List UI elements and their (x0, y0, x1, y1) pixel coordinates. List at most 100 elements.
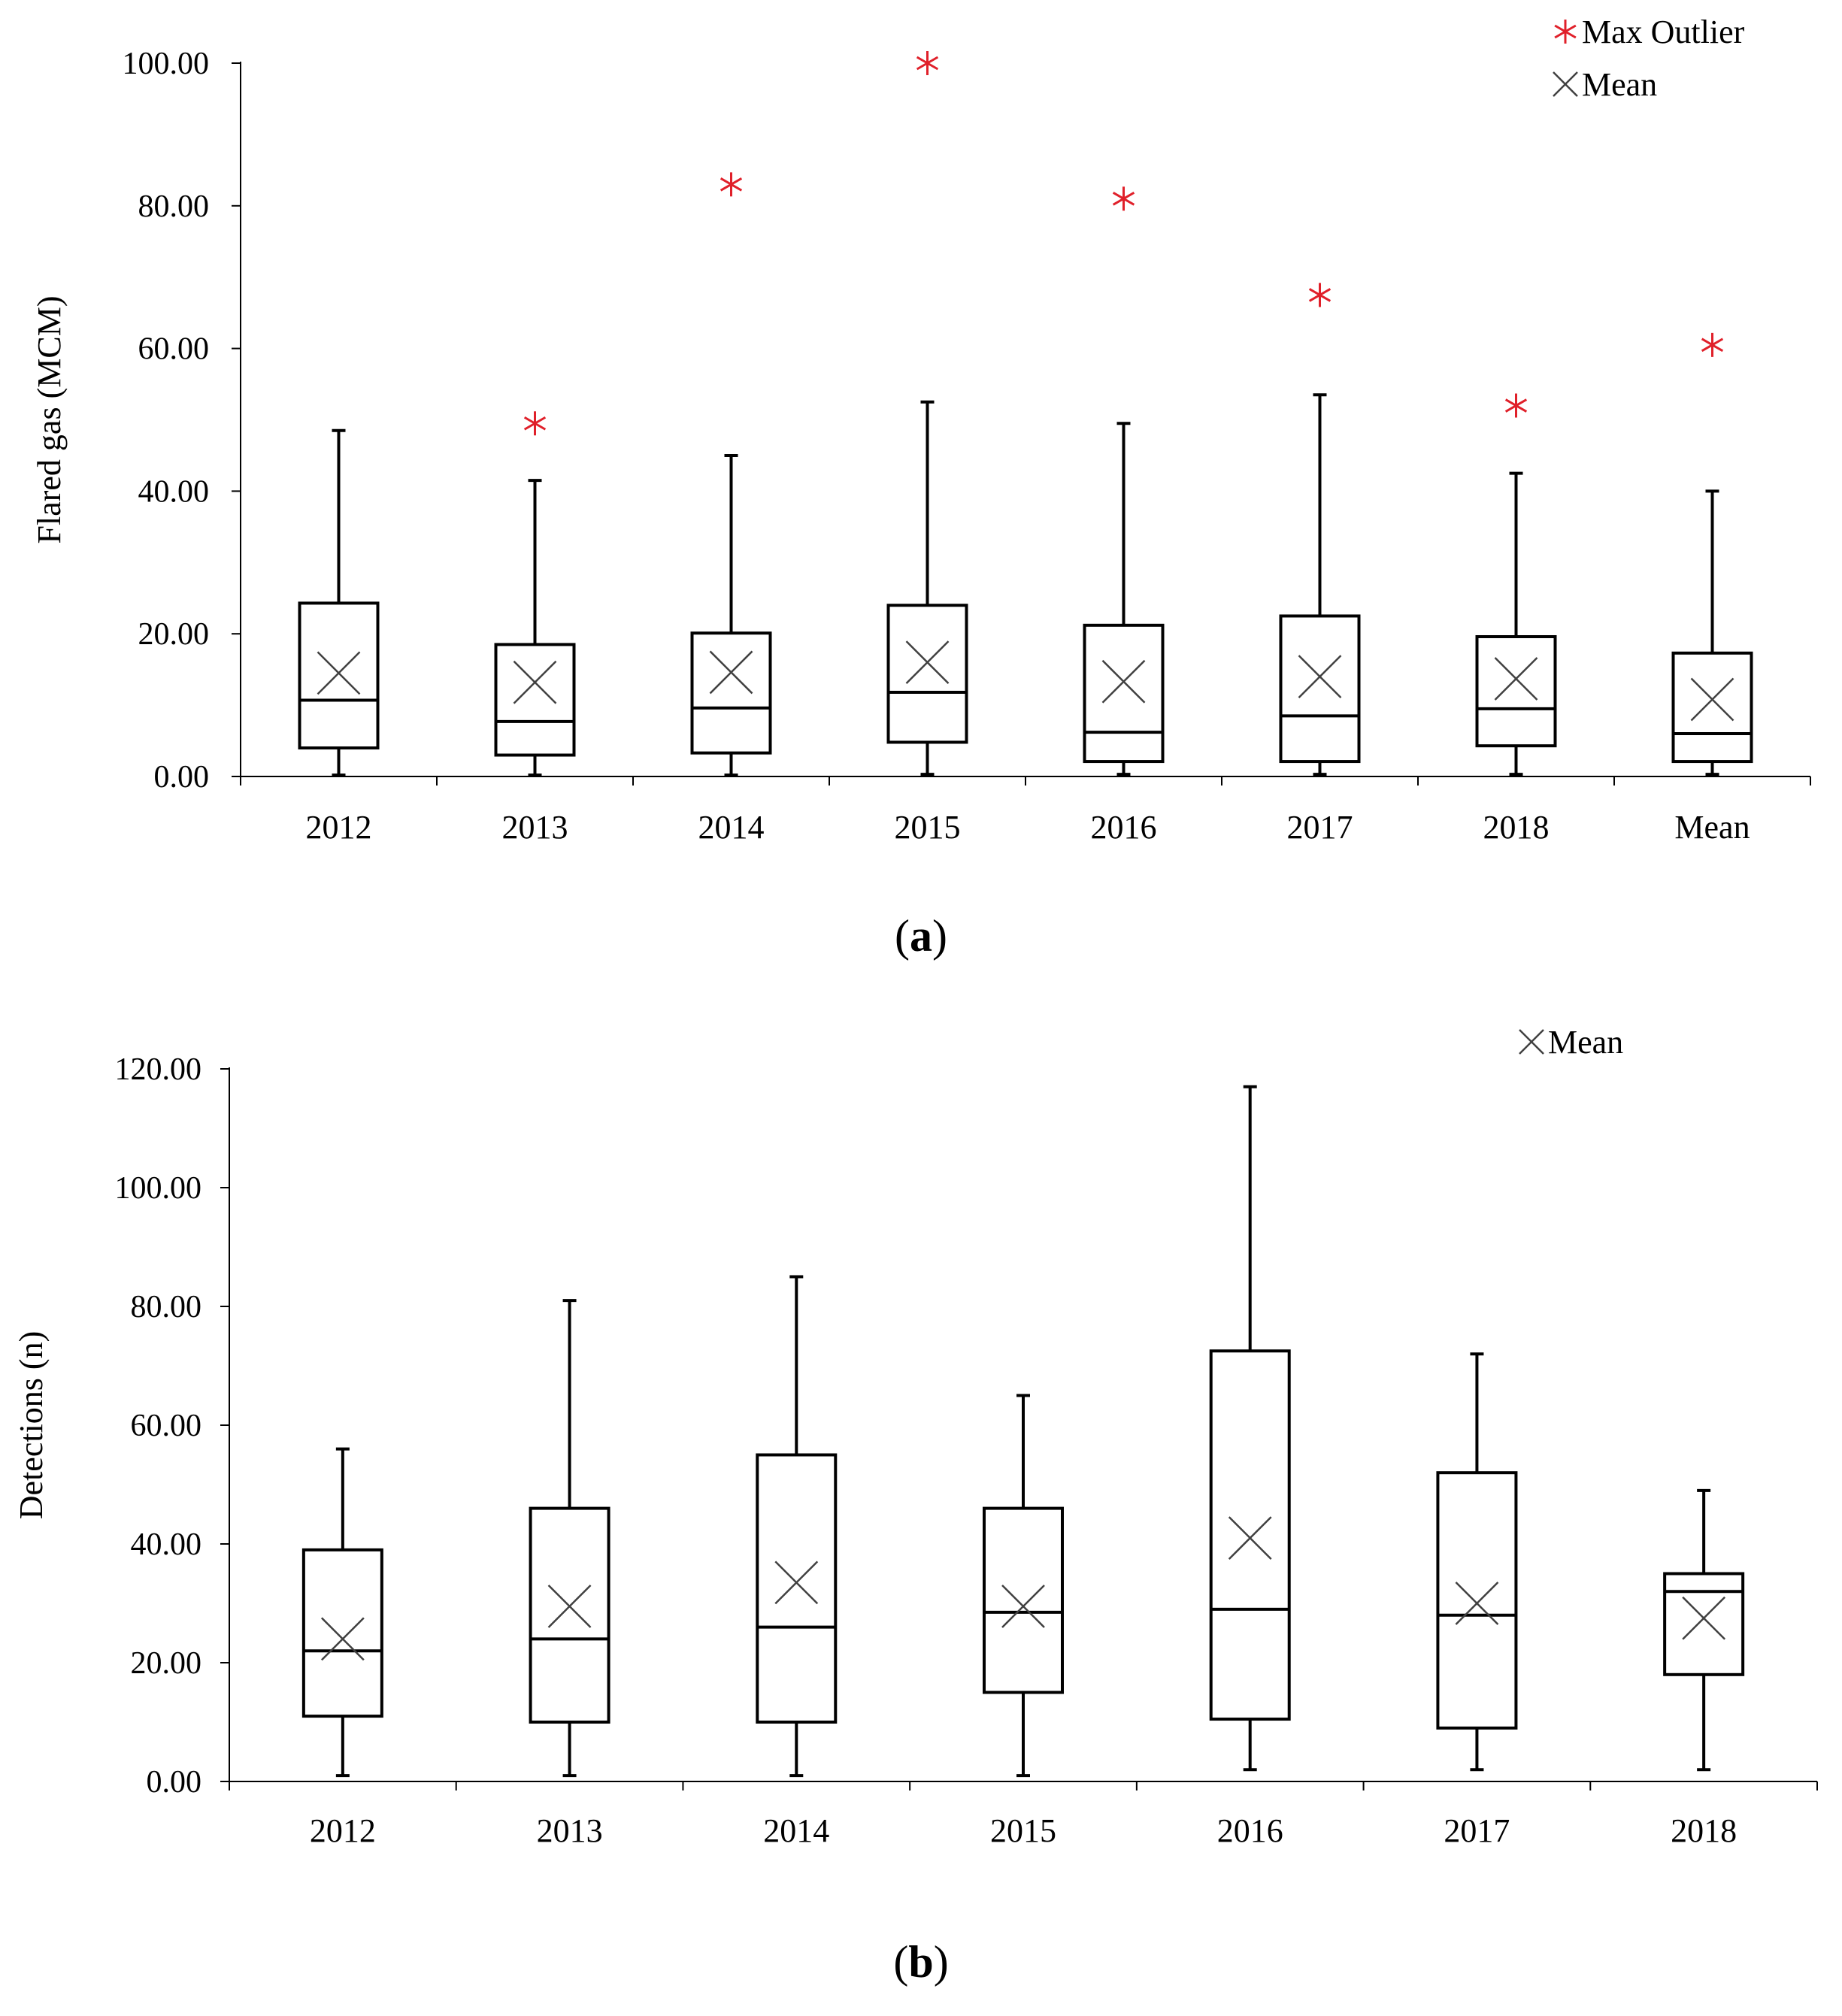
mean-marker (513, 660, 557, 704)
box-iqr (1279, 614, 1361, 764)
box-2014 (690, 172, 772, 777)
x-tick-label: 2013 (537, 1812, 603, 1849)
mean-marker (317, 651, 361, 695)
mean-marker (1298, 655, 1342, 699)
legend: Mean (1519, 1024, 1623, 1061)
mean-marker (1228, 1516, 1272, 1560)
y-tick-label: 0.00 (154, 760, 210, 795)
panel-label-open: ( (895, 911, 910, 961)
x-tick-label: 2012 (310, 1812, 376, 1849)
mean-marker-stroke-2 (905, 640, 950, 685)
box-2017 (1436, 1352, 1518, 1772)
y-tick-label: 20.00 (131, 1646, 202, 1681)
chart-panel-b: 0.00 20.00 40.00 60.00 80.00 100.00 120.00 2012… (13, 1024, 1818, 1987)
outlier-marker (1308, 283, 1332, 307)
outlier-marker (1112, 186, 1135, 211)
panel-label-close: ) (934, 1937, 949, 1987)
box-iqr (886, 604, 968, 744)
mean-marker-stroke-2 (1682, 1596, 1726, 1640)
box-iqr (301, 1548, 383, 1718)
box-2013 (529, 1299, 610, 1778)
legend-mean-icon-stroke-2 (1553, 71, 1578, 97)
legend-label: Max Outlier (1582, 14, 1745, 50)
legend-item: Mean (1519, 1024, 1623, 1061)
outlier-marker (916, 51, 939, 75)
mean-marker-stroke-2 (774, 1560, 819, 1605)
y-tick-label: 120.00 (115, 1052, 202, 1087)
box-2014 (756, 1275, 838, 1778)
panel-label-letter: a (910, 911, 932, 961)
mean-marker (1682, 1596, 1726, 1640)
y-tick-label: 40.00 (131, 1527, 202, 1562)
box-Mean (1671, 332, 1753, 776)
box-iqr (690, 631, 772, 755)
box-2017 (1279, 283, 1361, 776)
box-2015 (983, 1394, 1064, 1778)
box-iqr (1475, 634, 1557, 748)
legend-outlier-icon-stroke-3 (1554, 24, 1577, 39)
x-tick-label: 2015 (895, 809, 961, 846)
box-iqr (1083, 623, 1165, 764)
y-axis-label: Flared gas (MCM) (31, 296, 68, 544)
legend-item: Mean (1553, 66, 1657, 103)
box-iqr (298, 601, 380, 750)
panel-label-letter: b (908, 1937, 933, 1987)
mean-marker-stroke-2 (513, 660, 557, 704)
outlier-marker-stroke-3 (1112, 192, 1135, 206)
mean-marker (1690, 677, 1734, 722)
legend-mean-icon (1519, 1029, 1544, 1055)
mean-marker (905, 640, 950, 685)
mean-marker (1494, 657, 1538, 701)
mean-marker-stroke-2 (320, 1617, 365, 1661)
y-tick-label: 100.00 (115, 1171, 202, 1206)
y-tick-label: 100.00 (123, 47, 210, 81)
outlier-marker-stroke-3 (916, 56, 939, 71)
x-tick-label: 2014 (698, 809, 765, 846)
box-2012 (301, 1447, 383, 1778)
outlier-marker-stroke-3 (1504, 398, 1528, 413)
panel-label: (b) (893, 1937, 948, 1987)
box-iqr (983, 1506, 1064, 1694)
x-tick-label: 2014 (763, 1812, 829, 1849)
box-2018 (1475, 393, 1557, 776)
y-tick-label: 40.00 (138, 474, 210, 509)
legend-mean-icon-stroke-2 (1519, 1029, 1544, 1055)
mean-marker-stroke-2 (709, 650, 753, 695)
legend-outlier-icon (1554, 20, 1577, 44)
x-tick-label: Mean (1674, 809, 1750, 846)
mean-marker-stroke-2 (1101, 659, 1146, 704)
mean-marker-stroke-2 (1298, 655, 1342, 699)
panel-label-close: ) (932, 911, 947, 961)
box-2016 (1209, 1085, 1291, 1772)
mean-marker-stroke-2 (1494, 657, 1538, 701)
box-iqr (756, 1453, 838, 1724)
mean-marker (1455, 1582, 1499, 1625)
mean-marker (709, 650, 753, 695)
x-tick-label: 2017 (1444, 1812, 1510, 1849)
mean-marker-stroke-2 (1001, 1585, 1045, 1628)
box-iqr (1436, 1471, 1518, 1730)
x-tick-label: 2016 (1091, 809, 1157, 846)
box-iqr (1663, 1572, 1745, 1676)
x-tick-label: 2017 (1287, 809, 1353, 846)
box-2012 (298, 428, 380, 777)
y-tick-label: 60.00 (131, 1409, 202, 1443)
mean-marker (1101, 659, 1146, 704)
box-2015 (886, 51, 968, 776)
legend-label: Mean (1548, 1024, 1623, 1061)
x-tick-label: 2016 (1217, 1812, 1283, 1849)
mean-marker (1001, 1585, 1045, 1628)
box-iqr (494, 643, 576, 757)
y-tick-label: 80.00 (138, 189, 210, 224)
outlier-marker (1504, 393, 1528, 418)
chart-panel-a: 0.00 20.00 40.00 60.00 80.00 100.00 2012 2013 20… (31, 14, 1811, 961)
y-tick-label: 20.00 (138, 617, 210, 652)
mean-marker-stroke-2 (1228, 1516, 1272, 1560)
box-iqr (1209, 1349, 1291, 1721)
mean-marker-stroke-2 (547, 1585, 592, 1628)
outlier-marker-stroke-3 (1308, 288, 1332, 302)
panel-label: (a) (895, 911, 947, 961)
legend-label: Mean (1582, 66, 1657, 103)
